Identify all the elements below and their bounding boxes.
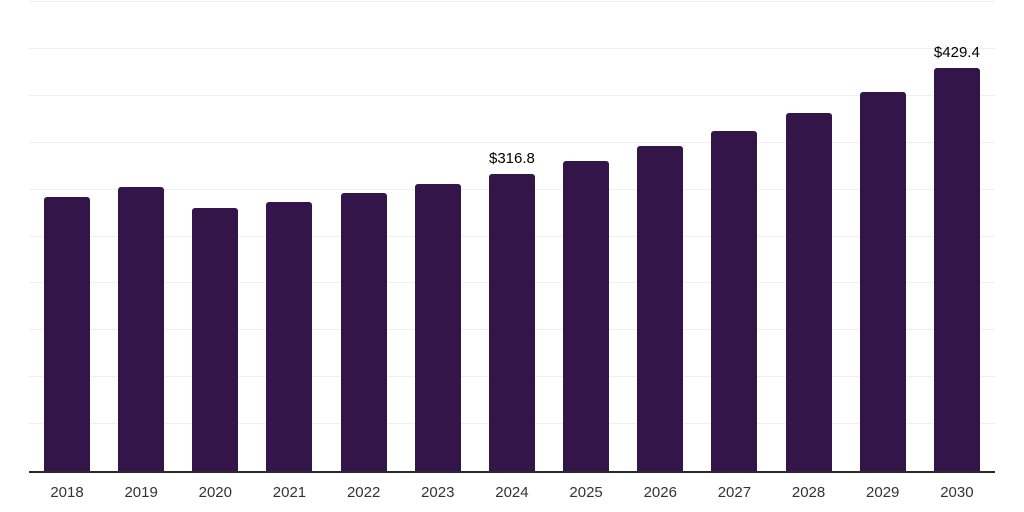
bar-group-2022 (340, 2, 387, 471)
bar-group-2029 (859, 2, 906, 471)
x-tick-label-2023: 2023 (421, 484, 455, 501)
bar-group-2023 (414, 2, 461, 471)
gridline (29, 94, 995, 96)
bar-2018 (44, 197, 90, 471)
bar-group-2025 (563, 2, 610, 471)
bar-group-2019 (118, 2, 165, 471)
x-tick-label-2018: 2018 (50, 484, 84, 501)
bar-2030 (933, 68, 980, 471)
bar-2029 (859, 92, 906, 471)
bar-group-2020 (192, 2, 239, 471)
x-tick-label-2025: 2025 (569, 484, 603, 501)
bar-group-2027 (711, 2, 758, 471)
x-tick-label-2021: 2021 (272, 484, 307, 501)
gridline (29, 141, 995, 143)
bar-2028 (785, 112, 832, 471)
bar-2026 (637, 145, 684, 471)
x-tick-label-2028: 2028 (791, 484, 826, 501)
plot-area: $316.8 $429.4 (29, 1, 995, 473)
bar-2024 (488, 173, 535, 471)
bar-2022 (340, 193, 387, 471)
x-tick-label-2026: 2026 (643, 484, 677, 501)
bar-group-2021 (266, 2, 313, 471)
bar-group-2018 (44, 2, 90, 471)
x-tick-label-2030: 2030 (940, 484, 974, 501)
bar-2023 (414, 183, 461, 471)
x-tick-label-2027: 2027 (717, 484, 752, 501)
bar-group-2028 (785, 2, 832, 471)
value-label-2024: $316.8 (488, 149, 535, 167)
x-axis-labels: 2018 2019 2020 2021 2022 2023 2024 2025 2026 2027… (29, 484, 995, 502)
x-tick-label-2022: 2022 (346, 484, 381, 501)
value-label-2030: $429.4 (933, 44, 980, 62)
bar-group-2026 (637, 2, 684, 471)
bar-2025 (563, 160, 610, 471)
x-tick-label-2020: 2020 (198, 484, 232, 501)
bar-2027 (711, 130, 758, 471)
bar-2021 (266, 201, 313, 471)
gridline (29, 1, 995, 2)
bar-group-2030: $429.4 (933, 2, 980, 471)
x-tick-label-2029: 2029 (866, 484, 900, 501)
x-tick-label-2019: 2019 (124, 484, 158, 501)
bar-group-2024: $316.8 (488, 2, 535, 471)
gridline (29, 47, 995, 49)
x-tick-label-2024: 2024 (495, 484, 529, 501)
bar-2020 (192, 208, 239, 471)
bars: $316.8 $429.4 (29, 2, 995, 471)
bar-2019 (118, 186, 165, 471)
